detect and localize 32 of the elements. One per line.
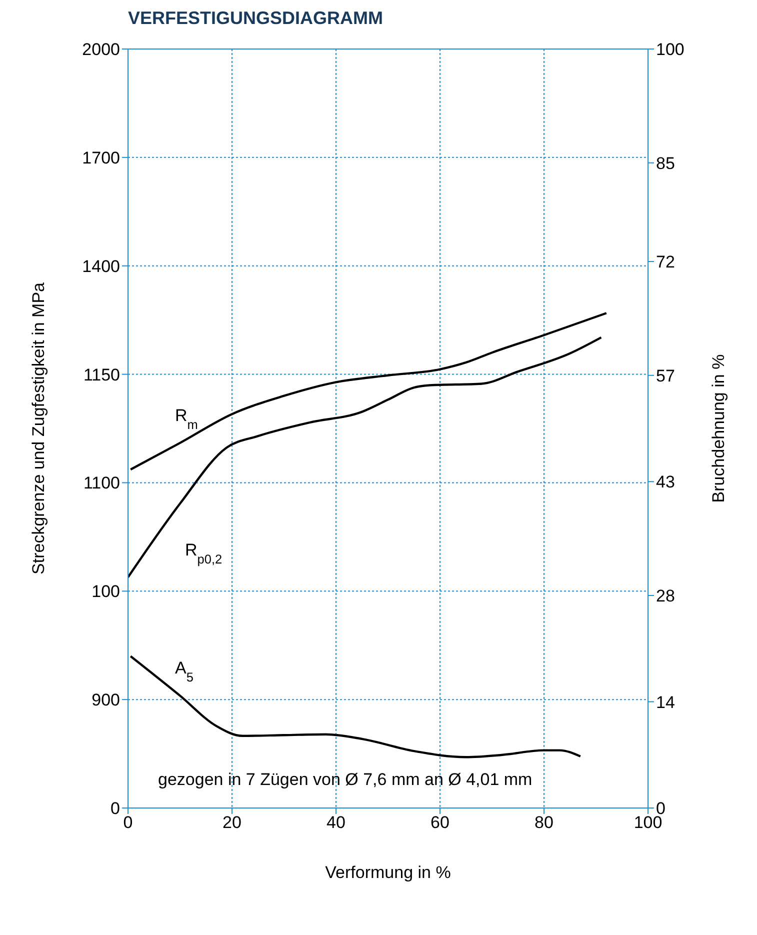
y2-tick-label: 28 (656, 586, 675, 606)
line-series (128, 336, 602, 578)
y2-axis-title: Bruchdehnung in % (709, 354, 728, 503)
category-label: 0 (110, 799, 120, 818)
x-tick-label: 60 (430, 813, 450, 832)
y2-tick-label: 85 (656, 154, 675, 173)
chart-title: VERFESTIGUNGSDIAGRAMM (128, 8, 384, 30)
category-label: 900 (92, 690, 120, 710)
category-label: 1700 (82, 148, 120, 168)
category-label: 1100 (83, 474, 120, 493)
y2-tick-label: 57 (656, 366, 675, 386)
line-series (130, 655, 582, 758)
x-tick-label: 100 (634, 813, 662, 832)
series-label: R$_{p0,2}$ (185, 540, 222, 566)
x-axis-title: Verformung in % (325, 863, 451, 882)
category-label: 100 (92, 582, 120, 602)
annotation: gezogen in 7 Zügen von Ø 7,6 mm an Ø 4,01 mm (158, 770, 532, 790)
category-label: 1150 (83, 365, 120, 384)
x-tick-label: 20 (222, 813, 242, 832)
category-label: 2000 (82, 40, 120, 60)
series-label: A$_{5}$ (175, 658, 194, 684)
category-label: 1400 (82, 256, 120, 276)
x-tick-label: 0 (123, 813, 133, 832)
y2-tick-label: 14 (656, 692, 675, 712)
y-axis-title: Streckgrenze und Zugfestigkeit in MPa (29, 282, 48, 574)
x-tick-label: 80 (534, 813, 554, 832)
y2-tick-label: 72 (656, 252, 675, 272)
series-label: R$_{m}$ (175, 406, 198, 432)
x-tick-label: 40 (326, 813, 346, 832)
line-series (130, 312, 608, 471)
y2-tick-label: 43 (656, 472, 675, 492)
y2-tick-label: 100 (656, 40, 684, 60)
